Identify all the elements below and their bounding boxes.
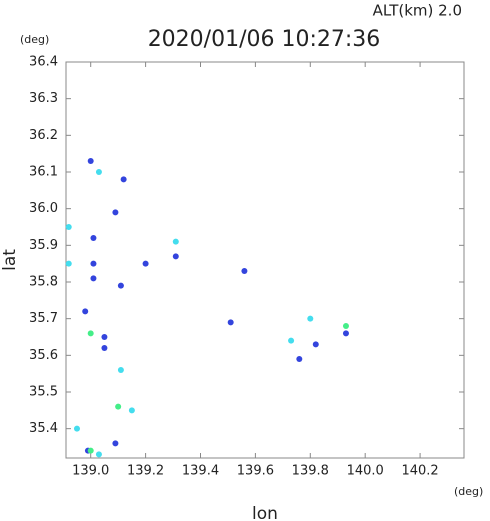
echo-point (90, 275, 97, 282)
altitude-label: ALT(km) 2.0 (373, 2, 462, 20)
echo-point (142, 260, 149, 267)
echo-point (73, 425, 80, 432)
echo-point (117, 282, 124, 289)
y-tick-label: 36.1 (29, 165, 58, 180)
y-tick-label: 36.0 (29, 201, 58, 216)
echo-point (307, 315, 314, 322)
echo-point (128, 407, 135, 414)
x-tick-label: 139.4 (182, 464, 219, 479)
x-tick-label: 139.0 (72, 464, 109, 479)
y-tick-label: 35.7 (29, 311, 58, 326)
echo-point (90, 260, 97, 267)
x-tick-label: 139.6 (237, 464, 274, 479)
y-tick-label: 35.5 (29, 385, 58, 400)
echo-point (87, 447, 94, 454)
echo-point (120, 176, 127, 183)
y-tick-label: 36.2 (29, 128, 58, 143)
echo-point (82, 308, 89, 315)
echo-point (90, 235, 97, 241)
x-unit: (deg) (454, 485, 483, 498)
x-tick-label: 139.8 (292, 464, 329, 479)
x-tick-label: 140.2 (401, 464, 438, 479)
echo-point (172, 238, 179, 245)
echo-point (342, 330, 349, 337)
echo-point (112, 209, 119, 216)
echo-point (241, 268, 248, 274)
echo-point (115, 403, 122, 410)
echo-point (227, 319, 234, 326)
echo-point (87, 158, 94, 164)
echo-point (65, 260, 72, 267)
echo-point (101, 345, 108, 351)
x-axis-label: lon (252, 504, 278, 521)
y-unit: (deg) (20, 33, 49, 46)
y-tick-label: 35.6 (29, 348, 58, 363)
echo-point (296, 356, 303, 362)
echo-point (65, 224, 72, 230)
x-tick-label: 140.0 (347, 464, 384, 479)
chart-title: 2020/01/06 10:27:36 (148, 27, 381, 52)
echo-point (112, 440, 119, 447)
echo-point (172, 253, 179, 260)
echo-point (87, 330, 94, 337)
echo-point (288, 337, 295, 344)
echo-point (95, 169, 102, 175)
y-tick-label: 36.4 (29, 55, 58, 70)
echo-point (312, 341, 319, 348)
y-tick-label: 35.8 (29, 275, 58, 290)
y-tick-label: 36.3 (29, 91, 58, 106)
echo-point (117, 367, 124, 373)
echo-point (342, 323, 349, 329)
y-tick-label: 35.9 (29, 238, 58, 253)
echo-point (101, 334, 108, 340)
y-axis-label: lat (0, 249, 20, 271)
x-tick-label: 139.2 (127, 464, 164, 479)
echo-point (95, 451, 102, 458)
plot-frame (65, 61, 465, 459)
y-tick-label: 35.4 (29, 421, 58, 436)
